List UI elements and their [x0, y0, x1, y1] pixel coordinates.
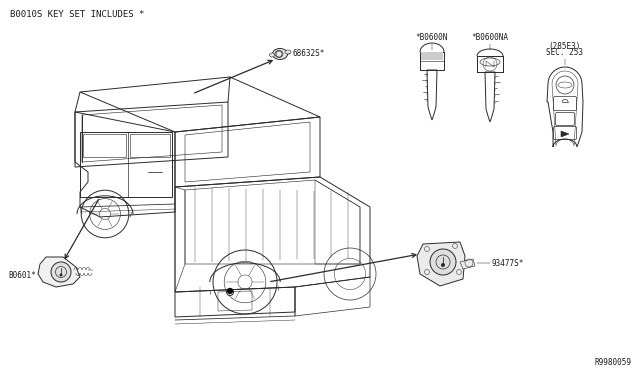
- Polygon shape: [421, 52, 443, 60]
- Circle shape: [430, 249, 456, 275]
- Ellipse shape: [269, 53, 275, 57]
- Polygon shape: [38, 257, 80, 287]
- Text: *B0600NA: *B0600NA: [472, 33, 509, 42]
- Text: 93477S*: 93477S*: [492, 260, 524, 269]
- Ellipse shape: [285, 50, 291, 54]
- Text: 68632S*: 68632S*: [293, 48, 325, 58]
- Circle shape: [227, 289, 234, 295]
- Polygon shape: [561, 131, 569, 137]
- Text: B0601*: B0601*: [8, 270, 36, 279]
- Polygon shape: [417, 242, 465, 286]
- Circle shape: [60, 273, 63, 276]
- Circle shape: [227, 288, 233, 294]
- Text: R9980059: R9980059: [595, 358, 632, 367]
- Text: SEC. 253: SEC. 253: [547, 48, 584, 57]
- Circle shape: [441, 263, 445, 267]
- Text: *B0600N: *B0600N: [416, 33, 448, 42]
- Circle shape: [51, 262, 71, 282]
- Ellipse shape: [273, 48, 287, 60]
- Text: (285E3): (285E3): [549, 42, 581, 51]
- Polygon shape: [460, 259, 475, 269]
- Text: B0010S KEY SET INCLUDES *: B0010S KEY SET INCLUDES *: [10, 10, 145, 19]
